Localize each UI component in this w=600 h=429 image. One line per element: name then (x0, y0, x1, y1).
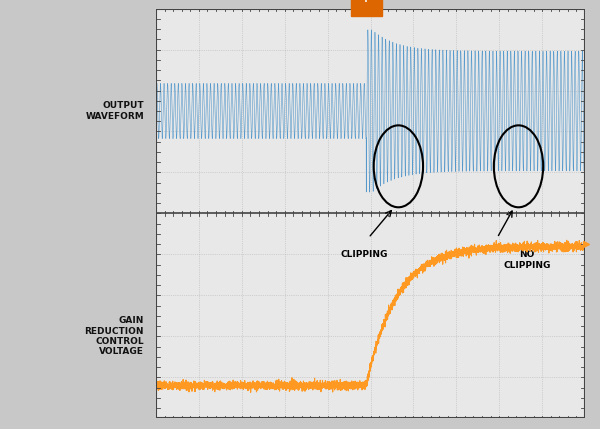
Text: CLIPPING: CLIPPING (340, 250, 388, 259)
Text: T: T (363, 0, 369, 4)
Text: GAIN
REDUCTION
CONTROL
VOLTAGE: GAIN REDUCTION CONTROL VOLTAGE (85, 316, 144, 356)
Text: NO
CLIPPING: NO CLIPPING (503, 250, 551, 270)
Text: T: T (363, 0, 369, 4)
Text: OUTPUT
WAVEFORM: OUTPUT WAVEFORM (85, 101, 144, 121)
